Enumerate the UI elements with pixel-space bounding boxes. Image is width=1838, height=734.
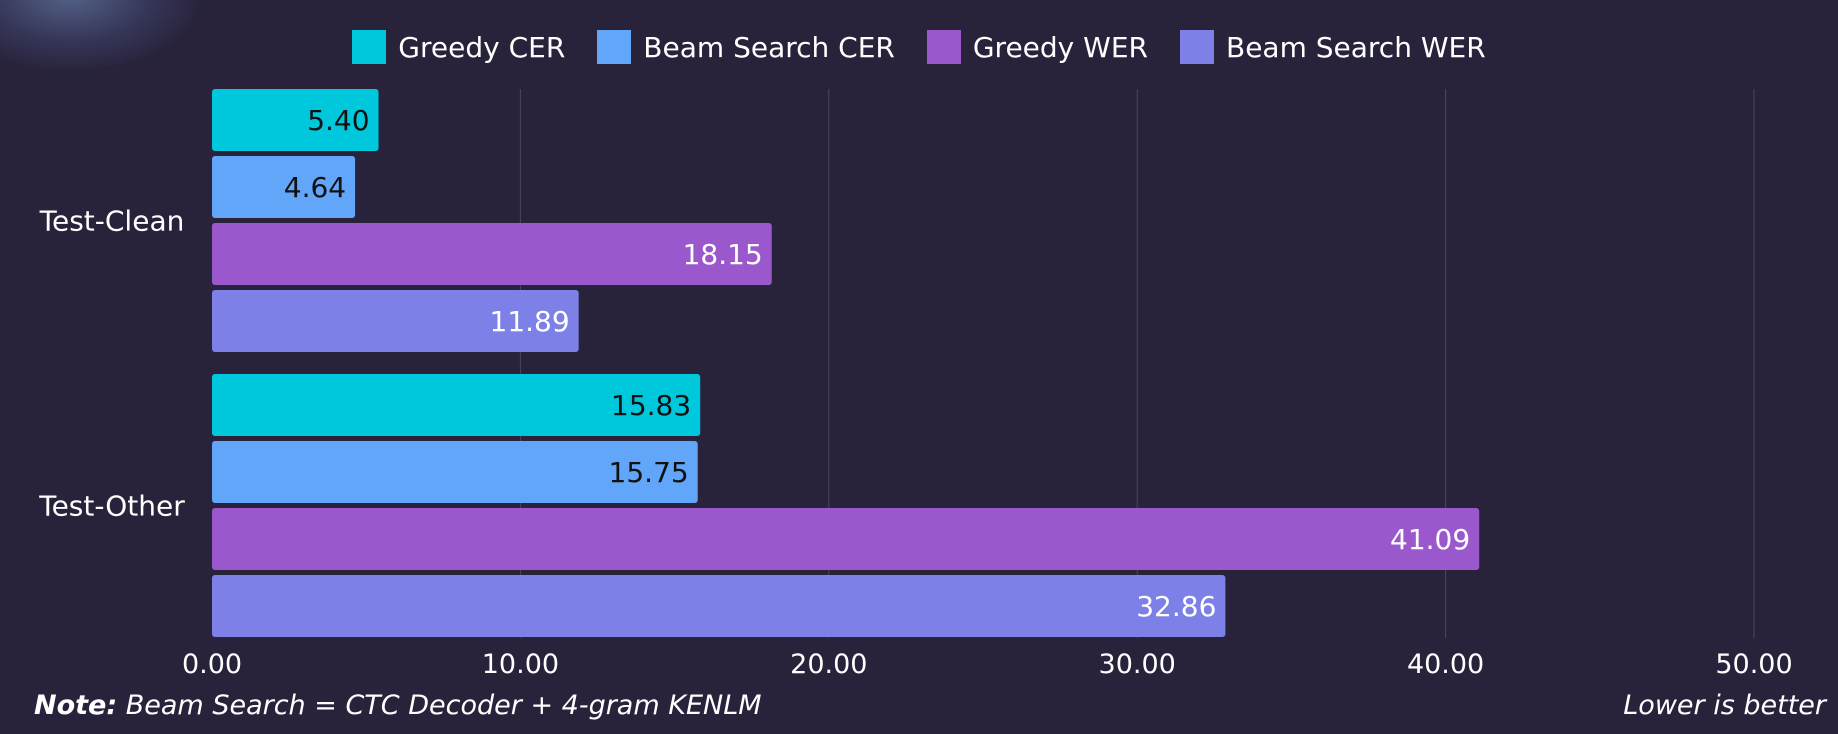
footer-note-text: Beam Search = CTC Decoder + 4-gram KENLM <box>117 690 762 721</box>
x-tick-label: 40.00 <box>1407 649 1484 680</box>
legend-label: Greedy CER <box>398 30 566 64</box>
legend-label: Beam Search WER <box>1225 30 1486 64</box>
data-label: 4.64 <box>284 171 346 204</box>
legend-item: Greedy CER <box>352 30 565 64</box>
bar <box>212 156 356 218</box>
legend-swatch <box>926 30 961 64</box>
bar <box>212 441 698 503</box>
data-label: 11.89 <box>490 305 570 338</box>
legend: Greedy CER Beam Search CER Greedy WER Beam … <box>0 30 1838 64</box>
data-label: 15.83 <box>611 389 691 422</box>
bar <box>212 290 579 352</box>
x-tick-label: 0.00 <box>182 649 242 680</box>
data-label: 5.40 <box>307 104 369 137</box>
legend-label: Beam Search CER <box>643 30 895 64</box>
category-label: Test-Clean <box>39 205 185 238</box>
data-label: 15.75 <box>609 456 689 489</box>
x-tick-label: 30.00 <box>1099 649 1176 680</box>
x-tick-label: 50.00 <box>1715 649 1792 680</box>
data-label: 41.09 <box>1390 523 1470 556</box>
data-label: 18.15 <box>683 238 763 271</box>
legend-item: Beam Search WER <box>1179 30 1486 64</box>
x-tick-label: 20.00 <box>790 649 867 680</box>
legend-item: Greedy WER <box>926 30 1148 64</box>
legend-swatch <box>352 30 387 64</box>
category-label: Test-Other <box>38 490 185 523</box>
footer-note: Note: Beam Search = CTC Decoder + 4-gram… <box>34 690 762 721</box>
x-tick-label: 10.00 <box>482 649 559 680</box>
legend-swatch <box>597 30 632 64</box>
footer-note-label: Note: <box>34 690 118 721</box>
bar <box>212 575 1226 637</box>
legend-swatch <box>1179 30 1214 64</box>
data-label: 32.86 <box>1136 590 1216 623</box>
bar <box>212 508 1480 570</box>
bar <box>212 223 772 285</box>
bar <box>212 374 701 436</box>
legend-item: Beam Search CER <box>597 30 895 64</box>
footer-lower-is-better: Lower is better <box>1623 690 1826 721</box>
bar <box>212 89 379 151</box>
legend-label: Greedy WER <box>972 30 1148 64</box>
